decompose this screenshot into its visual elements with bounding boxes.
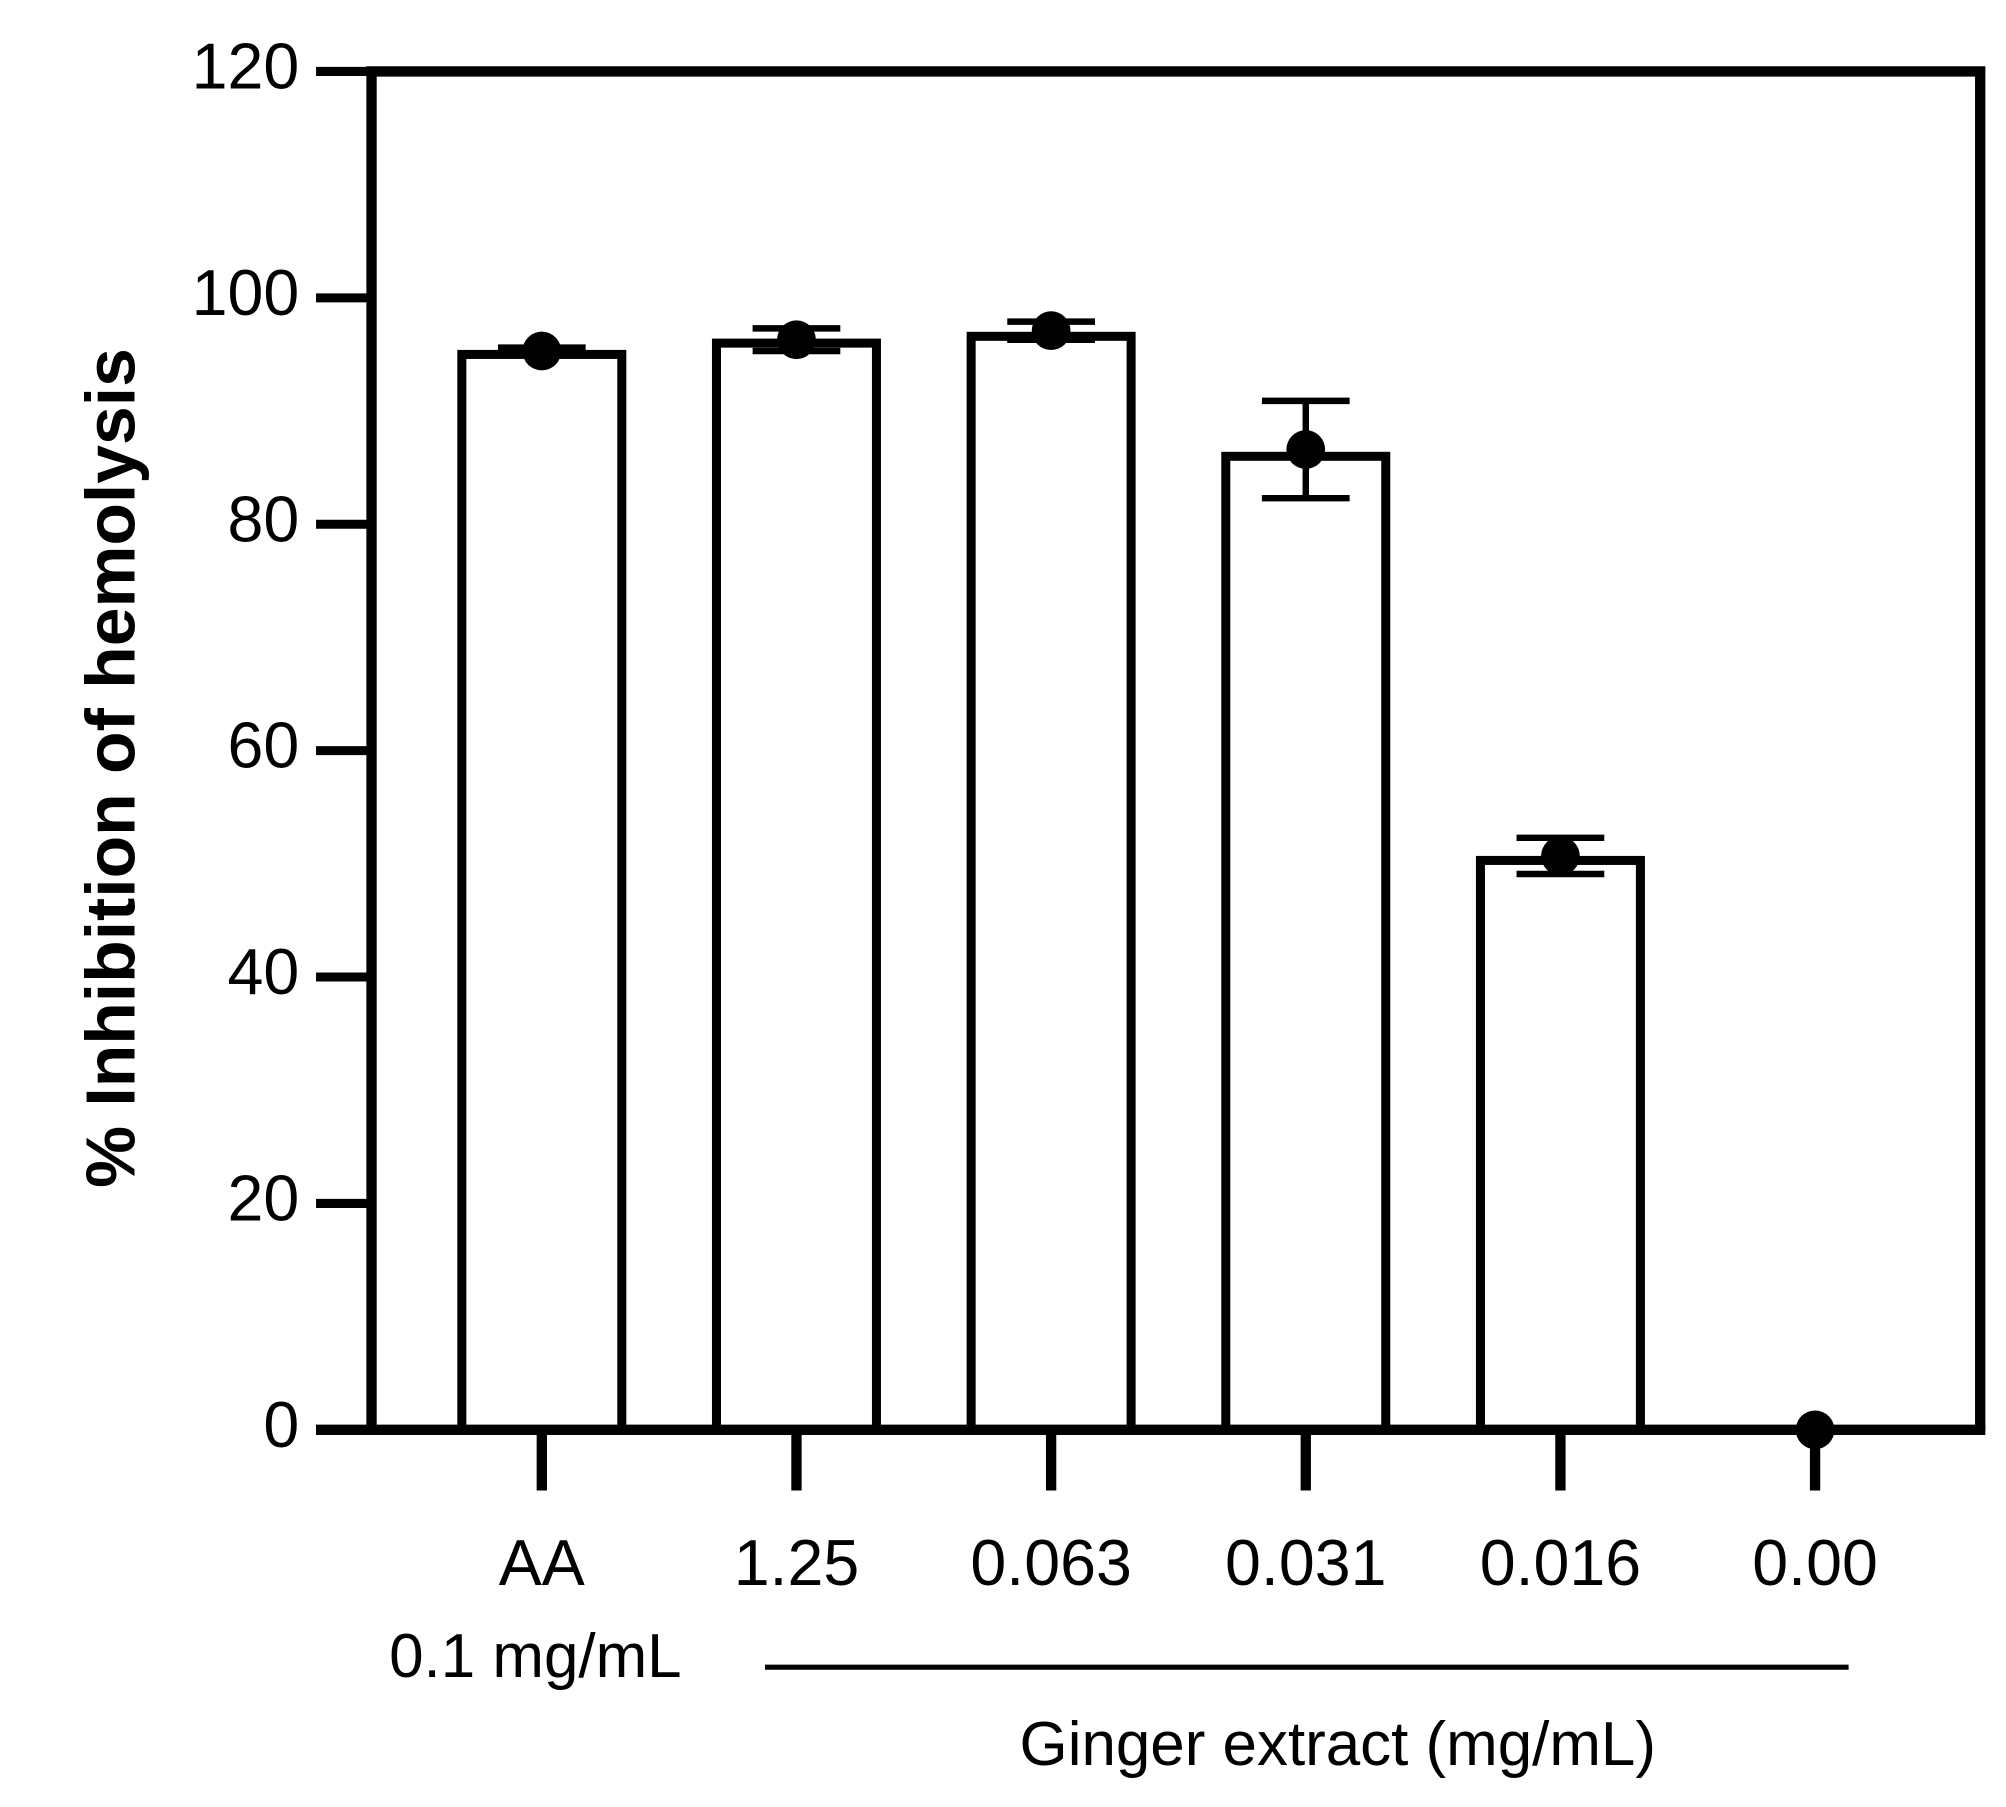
y-tick-label: 40 [228,936,300,1008]
data-point [1541,836,1580,876]
group-label: Ginger extract (mg/mL) [1020,1710,1656,1779]
data-point [777,320,816,360]
data-point [522,331,562,371]
y-tick-label: 20 [228,1162,300,1234]
bar [457,349,627,1435]
y-tick-label: 120 [192,30,300,102]
bar [966,331,1136,1435]
x-tick-label: 1.25 [734,1527,860,1599]
y-tick-label: 0 [263,1389,299,1461]
bar [711,338,881,1435]
y-tick-label: 60 [228,710,300,782]
x-tick-label: 0.031 [1225,1527,1386,1599]
x-tick-label: 0.016 [1480,1527,1641,1599]
aa-concentration-label: 0.1 mg/mL [389,1622,681,1691]
y-tick-label: 80 [228,483,300,555]
data-point [1031,311,1071,351]
data-point [1286,430,1326,469]
data-point [1795,1410,1835,1450]
x-tick-label: 0.00 [1752,1527,1878,1599]
y-tick-label: 100 [192,257,300,329]
x-tick-label: AA [499,1527,585,1599]
bar [1475,855,1645,1435]
x-tick-label: 0.063 [970,1527,1131,1599]
bar [1221,451,1391,1435]
y-axis-label: % Inhibition of hemolysis [72,348,150,1188]
